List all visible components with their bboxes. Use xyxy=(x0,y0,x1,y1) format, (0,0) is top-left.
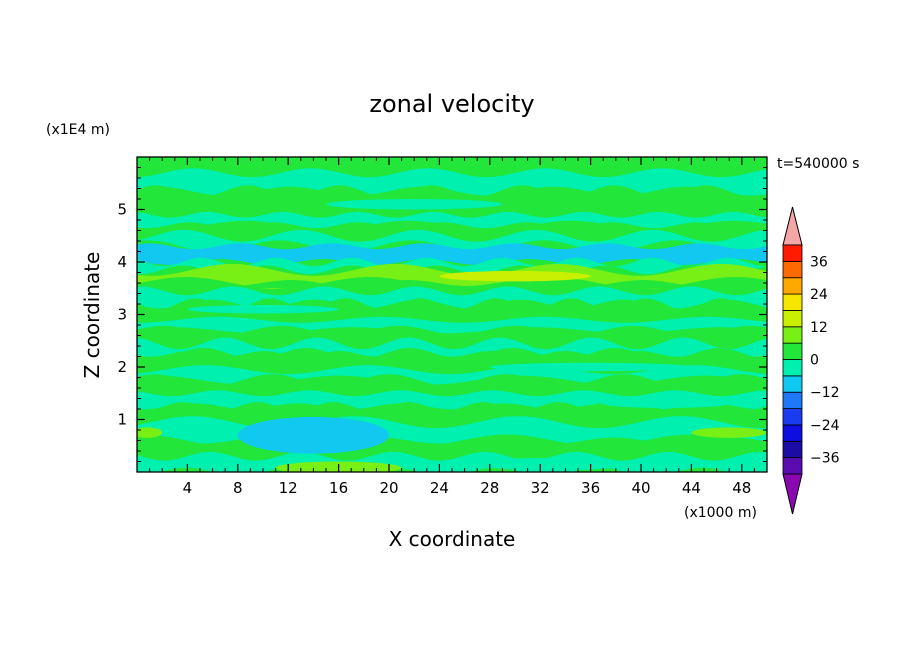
colorbar-level xyxy=(782,260,803,279)
contour-patch xyxy=(489,362,692,372)
colorbar-level xyxy=(782,326,803,344)
colorbar-level xyxy=(782,391,803,409)
contour-patch xyxy=(137,427,163,438)
colorbar-level xyxy=(782,375,803,393)
colorbar-level xyxy=(782,244,803,262)
x-tick-label: 16 xyxy=(329,479,348,497)
x-tick-label: 40 xyxy=(631,479,650,497)
contour-band xyxy=(137,211,767,229)
x-axis-ticks: 4 8 12 16 20 24 28 32 36 40 44 48 xyxy=(149,157,755,497)
x-tick-label: 12 xyxy=(279,479,298,497)
x-axis-label: X coordinate xyxy=(389,527,516,551)
x-tick-label: 4 xyxy=(183,479,193,497)
contour-band xyxy=(137,298,767,326)
contour-band xyxy=(137,390,767,410)
contour-band xyxy=(137,337,767,360)
y-tick-label: 3 xyxy=(117,306,127,324)
contour-band xyxy=(137,286,767,309)
colorbar-label: 12 xyxy=(810,320,828,336)
y-unit-label: (x1E4 m) xyxy=(46,122,110,138)
y-axis-ticks: 1 2 3 4 5 xyxy=(117,167,767,462)
y-axis-label: Z coordinate xyxy=(80,252,104,379)
contour-patch xyxy=(603,399,730,408)
contour-band xyxy=(137,257,767,275)
colorbar-label: 24 xyxy=(810,287,828,303)
colorbar-level xyxy=(782,457,803,475)
colorbar-level xyxy=(782,293,803,311)
x-tick-label: 48 xyxy=(732,479,751,497)
colorbar-level xyxy=(782,424,803,442)
colorbar-level xyxy=(782,342,803,360)
y-tick-label: 2 xyxy=(117,358,127,376)
contour-patch xyxy=(439,270,591,282)
colorbar-level xyxy=(782,408,803,426)
y-tick-label: 4 xyxy=(117,253,127,271)
colorbar: 36 24 12 0 −12 −24 −36 xyxy=(782,206,840,515)
x-tick-label: 44 xyxy=(682,479,701,497)
x-unit-label: (x1000 m) xyxy=(684,505,757,521)
contour-patch xyxy=(326,199,503,210)
x-tick-label: 24 xyxy=(430,479,449,497)
contour-patch xyxy=(691,427,767,438)
colorbar-level xyxy=(782,359,803,377)
time-label: t=540000 s xyxy=(777,156,859,172)
colorbar-over-arrow xyxy=(782,206,803,246)
contour-patch xyxy=(237,416,389,454)
y-tick-label: 5 xyxy=(117,201,127,219)
contour-field xyxy=(137,157,767,472)
colorbar-level xyxy=(782,277,803,295)
x-tick-label: 20 xyxy=(379,479,398,497)
chart-title: zonal velocity xyxy=(369,90,534,118)
colorbar-label: −24 xyxy=(810,418,840,434)
colorbar-label: 0 xyxy=(810,353,819,369)
contour-patch xyxy=(187,305,339,314)
x-tick-label: 32 xyxy=(531,479,550,497)
x-tick-label: 36 xyxy=(581,479,600,497)
colorbar-level xyxy=(782,310,803,328)
colorbar-level xyxy=(782,440,803,459)
x-tick-label: 8 xyxy=(233,479,243,497)
x-tick-label: 28 xyxy=(480,479,499,497)
colorbar-label: −36 xyxy=(810,451,840,467)
colorbar-label: −12 xyxy=(810,385,840,401)
contour-band xyxy=(137,243,767,265)
y-tick-label: 1 xyxy=(117,411,127,429)
colorbar-under-arrow xyxy=(782,473,803,515)
colorbar-label: 36 xyxy=(810,254,828,270)
